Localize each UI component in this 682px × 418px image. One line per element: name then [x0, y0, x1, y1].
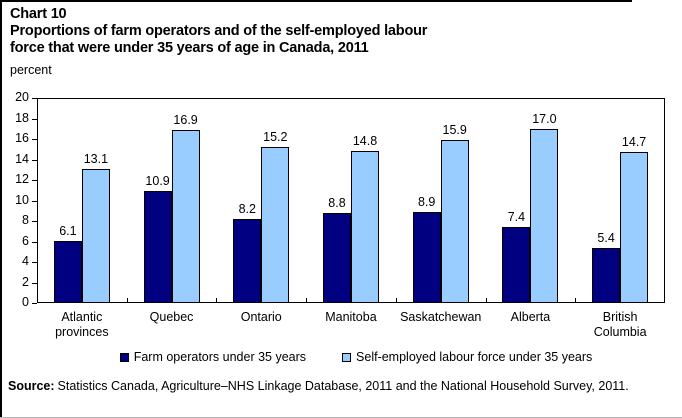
bar-self-employed — [261, 147, 290, 303]
y-tick-label: 4 — [22, 254, 29, 268]
y-tick-label: 2 — [22, 275, 29, 289]
legend: Farm operators under 35 years Self-emplo… — [0, 350, 682, 364]
bar-farm-operators — [233, 219, 262, 303]
bar-value-label: 5.4 — [597, 230, 615, 245]
bar-value-label: 17.0 — [532, 111, 557, 126]
y-axis-tick — [32, 242, 37, 243]
bar-self-employed — [171, 129, 200, 303]
bar-farm-operators — [323, 212, 351, 303]
y-tick-label: 10 — [15, 193, 29, 207]
legend-item-farm-operators: Farm operators under 35 years — [119, 350, 307, 364]
bar-farm-operators — [53, 240, 82, 303]
x-axis-tick — [486, 298, 487, 303]
y-axis-tick — [32, 119, 37, 120]
bar-farm-operators — [412, 211, 441, 303]
bar-value-label: 8.2 — [238, 202, 256, 216]
x-axis-tick — [216, 298, 217, 303]
chart-canvas: 0 2 4 6 8 10 12 14 16 18 20 6.1 13.1 Atlantic provinc… — [15, 90, 665, 339]
bar-value-label: 15.2 — [263, 130, 288, 145]
source-label: Source: — [8, 379, 55, 393]
y-axis-tick — [32, 201, 37, 202]
bar-value-label: 8.8 — [328, 195, 346, 210]
x-axis-tick — [306, 298, 307, 303]
bar-self-employed — [440, 140, 469, 303]
bar-value-label: 13.1 — [83, 151, 109, 166]
legend-label-self-employed: Self-employed labour force under 35 year… — [356, 350, 593, 364]
y-axis-tick — [32, 180, 37, 181]
y-tick-label: 8 — [22, 213, 29, 227]
bar-value-label: 7.4 — [507, 210, 526, 225]
x-axis-tick — [575, 298, 576, 303]
y-tick-label: 14 — [15, 152, 29, 166]
bar-self-employed — [351, 151, 379, 303]
bar-value-label: 15.9 — [442, 123, 467, 137]
bar-farm-operators — [502, 227, 531, 303]
legend-item-self-employed: Self-employed labour force under 35 year… — [342, 350, 592, 364]
y-tick-label: 18 — [15, 111, 29, 125]
y-axis-tick — [32, 98, 37, 99]
y-tick-label: 20 — [15, 90, 29, 104]
y-tick-label: 16 — [15, 131, 29, 145]
y-axis-unit-label: percent — [10, 63, 52, 77]
y-axis-tick — [32, 160, 37, 161]
category-label: Ontario — [240, 310, 282, 324]
y-tick-label: 6 — [22, 234, 29, 248]
farm-operators-swatch — [119, 352, 129, 362]
bar-value-label: 16.9 — [173, 112, 198, 127]
y-axis-tick — [32, 283, 37, 284]
self-employed-swatch — [342, 352, 352, 362]
chart-title-line-1: Proportions of farm operators and of the… — [10, 23, 428, 39]
bar-value-label: 10.9 — [145, 174, 170, 189]
chart-title-line-2: force that were under 35 years of age in… — [10, 40, 369, 56]
y-axis-tick — [32, 221, 37, 222]
bar-value-label: 6.1 — [59, 223, 77, 238]
y-tick-label: 12 — [15, 172, 29, 186]
bar-self-employed — [81, 168, 110, 303]
category-label: Alberta — [510, 310, 551, 324]
bar-farm-operators — [592, 247, 621, 304]
y-tick-label: 0 — [22, 295, 29, 309]
source-note: Source: Statistics Canada, Agriculture–NH… — [8, 378, 664, 395]
chart-number: Chart 10 — [10, 6, 67, 22]
frame-left-border — [0, 0, 2, 418]
legend-label-farm-operators: Farm operators under 35 years — [133, 350, 307, 364]
category-label: British Columbia — [593, 310, 647, 339]
category-label: Atlantic provinces — [55, 310, 109, 339]
category-label: Manitoba — [325, 310, 377, 324]
y-axis-tick — [32, 303, 37, 304]
x-axis-tick — [396, 298, 397, 303]
y-axis-tick — [32, 262, 37, 263]
category-label: Saskatchewan — [400, 310, 482, 324]
y-axis-tick — [32, 139, 37, 140]
source-text: Statistics Canada, Agriculture–NHS Linka… — [57, 379, 629, 393]
frame-top-border — [0, 0, 632, 2]
bar-farm-operators — [143, 191, 172, 303]
bar-value-label: 14.8 — [352, 134, 378, 149]
category-label: Quebec — [149, 310, 194, 324]
x-axis-tick — [127, 298, 128, 303]
bar-value-label: 8.9 — [417, 194, 436, 209]
bar-self-employed — [620, 152, 649, 303]
bar-self-employed — [530, 128, 559, 304]
bar-value-label: 14.7 — [621, 135, 647, 150]
title-block: Chart 10 Proportions of farm operators a… — [10, 6, 427, 79]
